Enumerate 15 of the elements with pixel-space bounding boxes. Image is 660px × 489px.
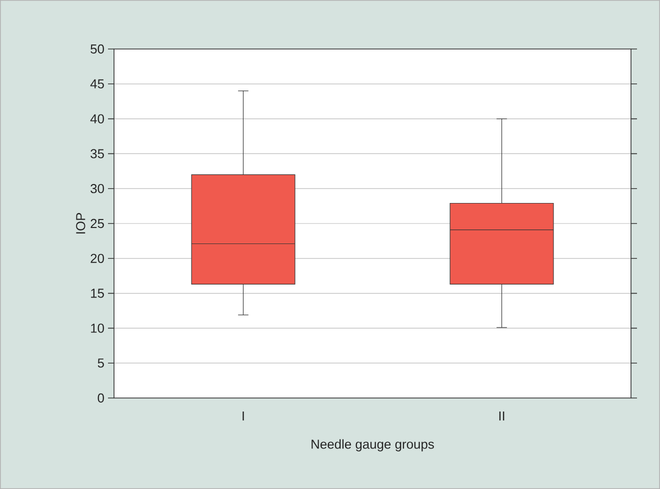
y-tick-label: 20 bbox=[90, 254, 104, 263]
y-tick-label: 25 bbox=[90, 218, 104, 228]
y-tick-label: 35 bbox=[90, 149, 104, 158]
x-tick-label: I bbox=[242, 412, 244, 420]
y-tick-label: 30 bbox=[90, 184, 104, 194]
y-tick-label: 10 bbox=[91, 324, 104, 333]
y-tick-label: 5 bbox=[98, 358, 104, 368]
y-tick-label: 15 bbox=[91, 288, 104, 298]
y-tick-label: 50 bbox=[90, 44, 104, 54]
y-tick-label: 0 bbox=[98, 393, 104, 403]
y-tick-label: 40 bbox=[90, 114, 104, 124]
x-tick-label: II bbox=[499, 412, 504, 420]
y-tick-label: 45 bbox=[90, 79, 104, 88]
x-axis-title: Needle gauge groups bbox=[312, 439, 434, 452]
y-axis-title: IOP bbox=[76, 213, 86, 234]
